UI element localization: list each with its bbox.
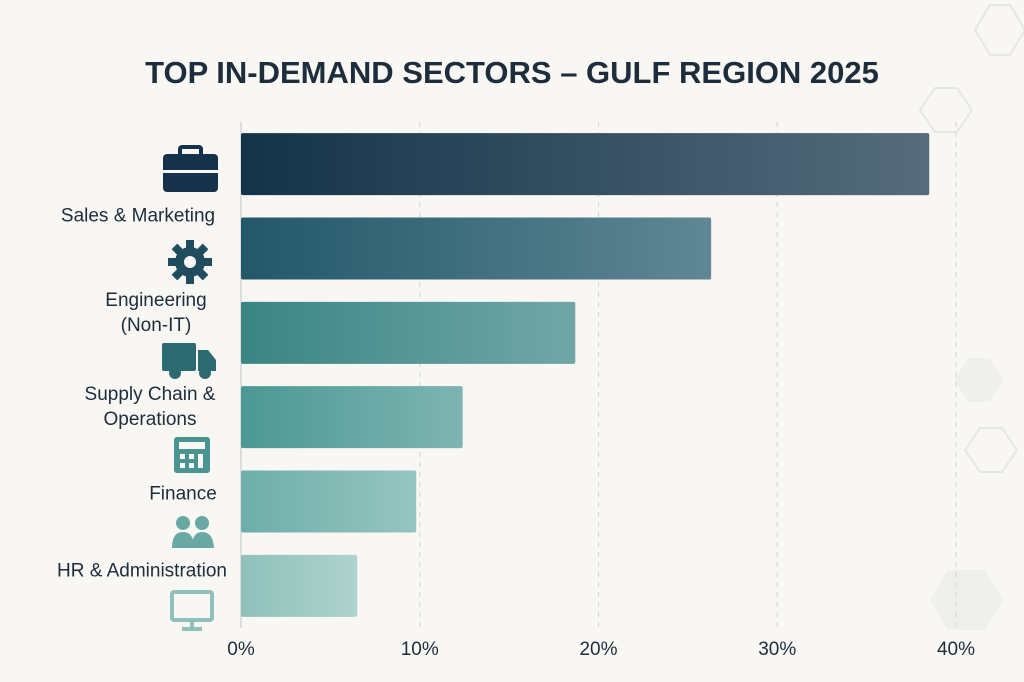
x-tick-label: 10% (401, 639, 439, 660)
bar-group (241, 133, 930, 196)
bar-group (241, 470, 417, 533)
monitor-icon (170, 590, 214, 631)
x-tick-label: 40% (937, 639, 975, 660)
bar-sheen (241, 301, 576, 364)
gear-icon (168, 240, 212, 284)
bar-group (241, 386, 463, 449)
bar-sheen (241, 217, 712, 280)
category-label: Finance (149, 483, 217, 505)
people-icon (172, 516, 214, 548)
bar-sheen (241, 470, 417, 533)
calculator-icon (174, 437, 210, 473)
category-label: Sales & Marketing (60, 205, 216, 227)
bar-sheen (241, 386, 463, 449)
x-tick-label: 0% (227, 639, 255, 660)
truck-icon (162, 343, 216, 379)
bar-sheen (241, 554, 358, 617)
bar-sheen (241, 133, 930, 196)
category-label: Engineering (Non-IT) (105, 290, 207, 336)
chart-title: TOP IN-DEMAND SECTORS – GULF REGION 2025 (145, 55, 879, 90)
briefcase-icon (163, 145, 218, 192)
bar-group (241, 554, 358, 617)
x-tick-label: 30% (758, 639, 796, 660)
bar-group (241, 301, 576, 364)
background-hexagons (918, 4, 1024, 630)
category-label: HR & Administration (56, 560, 227, 582)
bar-group (241, 217, 712, 280)
icons (162, 145, 218, 631)
x-tick-label: 20% (579, 639, 617, 660)
category-label: Supply Chain & Operations (84, 384, 216, 430)
